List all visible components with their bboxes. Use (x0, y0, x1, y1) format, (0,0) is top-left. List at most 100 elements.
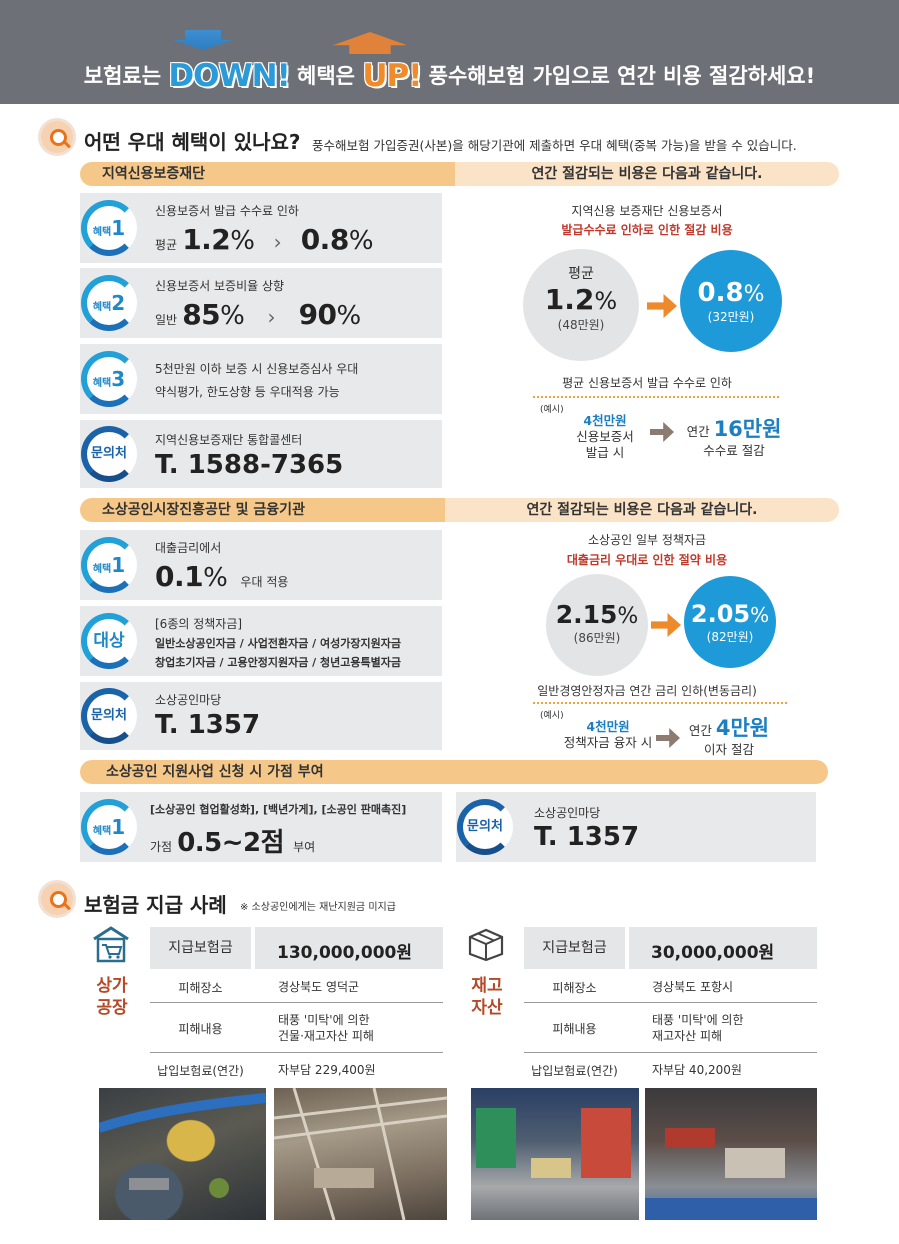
case2-pay-value: 30,000,000원 (651, 943, 775, 963)
header-middle: 혜택은 (297, 64, 355, 88)
g1-info-cap2: 발급수수료 인하로 인한 절감 비용 (561, 223, 733, 237)
group2-benefit1-box: 혜택1 대출금리에서 0.1% 우대 적용 (80, 530, 442, 600)
section1-title: 어떤 우대 혜택이 있나요? (84, 130, 301, 154)
header-suffix: 풍수해보험 가입으로 연간 비용 절감하세요! (428, 64, 816, 88)
group3-bar-title: 소상공인 지원사업 신청 시 가점 부여 (80, 760, 828, 784)
g2-benefit1-label: 대출금리에서 (155, 541, 222, 555)
case1-premium-label: 납입보험료(연간) (157, 1064, 244, 1078)
g1-info-cap1: 지역신용 보증재단 신용보증서 (571, 204, 723, 218)
case1-place-value: 경상북도 영덕군 (278, 980, 360, 994)
g2-before-circle: 2.15% (86만원) (546, 574, 648, 676)
case1-pay-cell: 130,000,000원 (255, 927, 443, 969)
case1-content-value: 태풍 '미탁'에 의한 건물·재고자산 피해 (278, 1013, 374, 1043)
case2-content-label: 피해내용 (552, 1022, 597, 1036)
group1-benefit2-box: 혜택2 신용보증서 보증비율 상향 일반 85% › 90% (80, 268, 442, 338)
case2-content-value: 태풍 '미탁'에 의한 재고자산 피해 (652, 1013, 744, 1043)
target-label: [6종의 정책자금] (155, 617, 243, 631)
case1-divider2 (150, 1052, 443, 1053)
g2-info-cap3: 일반경영안정자금 연간 금리 인하(변동금리) (537, 684, 757, 698)
g3-contact-label: 소상공인마당 (534, 806, 601, 820)
case2-premium-value: 자부담 40,200원 (652, 1063, 742, 1077)
g2-contact-label: 소상공인마당 (155, 693, 222, 707)
case1-premium-value: 자부담 229,400원 (278, 1063, 376, 1077)
target-line1: 일반소상공인자금 / 사업전환자금 / 여성가장지원자금 (155, 637, 401, 650)
case1-divider1 (150, 1002, 443, 1003)
g2-benefit1-badge: 혜택1 (81, 537, 137, 593)
magnifier-icon (38, 118, 76, 156)
g2-after-circle: 2.05% (82만원) (684, 576, 776, 668)
section1-subtitle: 풍수해보험 가입증권(사본)을 해당기관에 제출하면 우대 혜택(중복 가능)을… (312, 138, 797, 153)
case2-photo-1 (471, 1088, 639, 1220)
g1-dotted-line (533, 396, 779, 398)
group3-contact-box: 문의처 소상공인마당 T. 1357 (456, 792, 816, 862)
g1-example-block: 4천만원 신용보증서 발급 시 (576, 413, 634, 460)
g1-yearly-saving: 연간 16만원 수수료 절감 (686, 417, 782, 458)
case1-category: 상가 공장 (96, 976, 128, 1018)
g2-contact-phone[interactable]: T. 1357 (155, 710, 261, 740)
contact-phone[interactable]: T. 1588-7365 (155, 450, 344, 480)
benefit1-badge: 혜택1 (81, 200, 137, 256)
case2-place-label: 피해장소 (552, 981, 597, 995)
group1-bar-side: 연간 절감되는 비용은 다음과 같습니다. (455, 162, 839, 186)
g2-yearly-saving: 연간 4만원 이자 절감 (688, 716, 770, 757)
g2-dotted-line (533, 702, 787, 704)
group2-contact-box: 문의처 소상공인마당 T. 1357 (80, 682, 442, 750)
header-up-word: UP! (362, 58, 422, 94)
g3-contact-badge: 문의처 (457, 799, 513, 855)
case2-place-value: 경상북도 포항시 (652, 980, 734, 994)
benefit3-line2: 약식평가, 한도상향 등 우대적용 가능 (155, 385, 340, 399)
header-title: 보험료는 DOWN! 혜택은 UP! 풍수해보험 가입으로 연간 비용 절감하세… (0, 58, 899, 94)
section2-note: ※ 소상공인에게는 재난지원금 미지급 (240, 902, 396, 913)
g2-example-block: 4천만원 정책자금 융자 시 (563, 719, 653, 750)
g2-brown-arrow-icon (656, 728, 680, 748)
g1-example-label: (예시) (540, 405, 564, 415)
header-banner (0, 0, 899, 104)
case1-place-label: 피해장소 (178, 981, 223, 995)
case2-pay-label: 지급보험금 (524, 927, 625, 969)
header-prefix: 보험료는 (83, 64, 162, 88)
case1-pay-value: 130,000,000원 (277, 943, 413, 963)
case2-photo-2 (645, 1088, 817, 1220)
case1-photo-1 (99, 1088, 266, 1220)
store-cart-icon (92, 925, 130, 965)
case1-pay-label: 지급보험금 (150, 927, 251, 969)
box-package-icon (467, 928, 505, 962)
group1-bar-title: 지역신용보증재단 (80, 162, 455, 186)
contact-label: 지역신용보증재단 통합콜센터 (155, 433, 303, 447)
case2-category: 재고 자산 (471, 976, 503, 1018)
benefit1-label: 신용보증서 발급 수수료 인하 (155, 204, 299, 218)
g1-info-cap3: 평균 신용보증서 발급 수수로 인하 (562, 376, 732, 390)
target-line2: 창업초기자금 / 고용안정지원자금 / 청년고용특별자금 (155, 656, 401, 669)
group2-target-box: 대상 [6종의 정책자금] 일반소상공인자금 / 사업전환자금 / 여성가장지원… (80, 606, 442, 676)
benefit2-values: 일반 85% › 90% (155, 298, 361, 331)
g1-brown-arrow-icon (650, 422, 674, 442)
g2-info-cap1: 소상공인 일부 정책자금 (587, 533, 707, 547)
g1-after-circle: 0.8% (32만원) (680, 250, 782, 352)
case1-photo-2 (274, 1088, 447, 1220)
case2-pay-cell: 30,000,000원 (629, 927, 817, 969)
group1-benefit3-box: 혜택3 5천만원 이하 보증 시 신용보증심사 우대 약식평가, 한도상향 등 … (80, 344, 442, 414)
group3-benefit1-box: 혜택1 [소상공인 협업활성화], [백년가게], [소공인 판매촉진] 가점 … (80, 792, 442, 862)
magnifier-icon-2 (38, 880, 76, 918)
benefit1-values: 평균 1.2% › 0.8% (155, 223, 374, 256)
benefit2-label: 신용보증서 보증비율 상향 (155, 279, 285, 293)
down-arrow-icon (173, 30, 233, 50)
group1-contact-box: 문의처 지역신용보증재단 통합콜센터 T. 1588-7365 (80, 420, 442, 488)
g1-before-circle: 평균 1.2% (48만원) (523, 249, 639, 361)
benefit2-badge: 혜택2 (81, 275, 137, 331)
case1-content-label: 피해내용 (178, 1022, 223, 1036)
contact-badge: 문의처 (81, 426, 137, 482)
g2-example-label: (예시) (540, 711, 564, 721)
case2-divider2 (524, 1052, 817, 1053)
case2-premium-label: 납입보험료(연간) (531, 1064, 618, 1078)
benefit3-badge: 혜택3 (81, 351, 137, 407)
target-badge: 대상 (81, 613, 137, 669)
group2-bar-side: 연간 절감되는 비용은 다음과 같습니다. (445, 498, 839, 522)
header-down-word: DOWN! (168, 58, 290, 94)
g1-orange-arrow-icon (647, 294, 677, 318)
group2-bar-title: 소상공인시장진흥공단 및 금융기관 (80, 498, 445, 522)
g3-contact-phone[interactable]: T. 1357 (534, 822, 640, 852)
case2-divider1 (524, 1002, 817, 1003)
g2-orange-arrow-icon (651, 613, 681, 637)
benefit3-line1: 5천만원 이하 보증 시 신용보증심사 우대 (155, 362, 359, 376)
